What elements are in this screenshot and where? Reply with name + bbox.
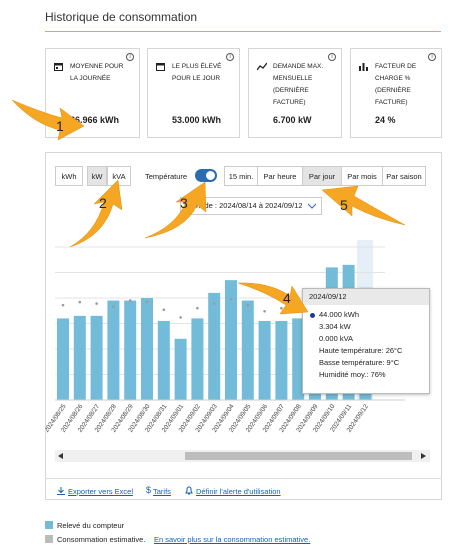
alert-link[interactable]: Définir l'alerte d'utilisation bbox=[196, 487, 281, 496]
trend-icon bbox=[257, 62, 267, 71]
card-value: 36.966 kWh bbox=[70, 115, 120, 125]
card-label: Le plus élevé pour le jour bbox=[172, 63, 222, 82]
bars-icon bbox=[359, 63, 368, 71]
temperature-point bbox=[196, 306, 199, 310]
card-label: Demande max. mensuelle (dernière facture… bbox=[273, 63, 324, 106]
page-title: Historique de consommation bbox=[45, 10, 198, 24]
legend-swatch bbox=[45, 535, 53, 543]
legend-swatch bbox=[45, 521, 53, 529]
scroll-right[interactable] bbox=[421, 453, 427, 459]
card-value: 6.700 kW bbox=[273, 115, 312, 125]
bar bbox=[241, 300, 254, 400]
bar bbox=[57, 318, 69, 400]
bar bbox=[292, 318, 305, 400]
chart: 2024/08/252024/08/262024/08/272024/08/28… bbox=[45, 240, 405, 434]
calendar-icon bbox=[156, 63, 165, 71]
temperature-point bbox=[128, 299, 132, 302]
bar bbox=[73, 315, 86, 400]
tooltip-body: 44.000 kWh 3.304 kW 0.000 kVA Haute tempéra… bbox=[303, 305, 429, 381]
interval-button[interactable]: Par mois bbox=[341, 166, 383, 186]
temperature-point bbox=[78, 300, 82, 304]
title-underline bbox=[45, 31, 441, 32]
period-select[interactable]: Période : 2024/08/14 à 2024/09/12 bbox=[180, 197, 322, 215]
interval-button[interactable]: 15 min. bbox=[224, 166, 258, 186]
tooltip-line: 44.000 kWh bbox=[319, 310, 360, 319]
temperature-point bbox=[246, 303, 250, 307]
temperature-point bbox=[263, 309, 266, 313]
temperature-point bbox=[212, 302, 216, 305]
bar bbox=[258, 320, 271, 400]
rates-link[interactable]: Tarifs bbox=[153, 487, 171, 496]
unit-button[interactable]: kWh bbox=[55, 166, 83, 186]
scrollbar[interactable] bbox=[55, 450, 430, 462]
temperature-point bbox=[61, 303, 65, 307]
tooltip-line: Haute température: 26°C bbox=[319, 346, 403, 355]
temperature-point bbox=[95, 302, 98, 305]
card-label: Moyenne pour la journée bbox=[70, 63, 124, 82]
bell-icon bbox=[185, 486, 193, 495]
bar bbox=[90, 315, 103, 400]
bar bbox=[208, 292, 221, 400]
bar bbox=[225, 280, 237, 400]
dropdown-icon bbox=[307, 203, 316, 209]
temperature-point bbox=[229, 297, 233, 301]
calendar-icon bbox=[54, 63, 63, 71]
bar bbox=[157, 320, 170, 400]
bar bbox=[107, 300, 120, 400]
temperature-toggle[interactable] bbox=[195, 169, 217, 182]
unit-button[interactable]: kW bbox=[87, 166, 107, 186]
divider bbox=[45, 478, 442, 479]
temperature-label: Température bbox=[145, 172, 188, 181]
info-icon[interactable]: i bbox=[126, 53, 134, 61]
card: i Moyenne pour la journée 36.966 kWh bbox=[45, 48, 140, 138]
interval-button[interactable]: Par jour bbox=[302, 166, 342, 186]
temperature-point bbox=[179, 316, 182, 319]
card-value: 24 % bbox=[375, 115, 396, 125]
tooltip-title: 2024/09/12 bbox=[303, 289, 429, 305]
chart-panel bbox=[45, 152, 442, 500]
period-text: Période : 2024/08/14 à 2024/09/12 bbox=[187, 201, 303, 210]
card-label: Facteur de charge % (dernière facture) bbox=[375, 63, 417, 106]
bar bbox=[141, 298, 153, 400]
card-value: 53.000 kWh bbox=[172, 115, 222, 125]
tooltip-dot bbox=[310, 313, 315, 318]
unit-button[interactable]: kVA bbox=[107, 166, 131, 186]
temperature-point bbox=[145, 300, 149, 304]
info-icon[interactable]: i bbox=[428, 53, 436, 61]
tooltip-line: 0.000 kVA bbox=[319, 334, 354, 343]
bar bbox=[124, 300, 137, 400]
card: i Facteur de charge % (dernière facture)… bbox=[350, 48, 442, 138]
info-icon[interactable]: i bbox=[328, 53, 336, 61]
scroll-left[interactable] bbox=[58, 453, 64, 459]
card: i Demande max. mensuelle (dernière factu… bbox=[248, 48, 342, 138]
tooltip-line: Basse température: 9°C bbox=[319, 358, 400, 367]
bar bbox=[191, 318, 204, 400]
tooltip: 2024/09/12 44.000 kWh 3.304 kW 0.000 kVA Ha… bbox=[302, 288, 430, 394]
interval-button[interactable]: Par heure bbox=[257, 166, 303, 186]
info-icon[interactable]: i bbox=[226, 53, 234, 61]
interval-button[interactable]: Par saison bbox=[382, 166, 426, 186]
scroll-thumb[interactable] bbox=[185, 452, 412, 460]
tooltip-line: 3.304 kW bbox=[319, 322, 351, 331]
bar bbox=[275, 320, 288, 400]
temperature-point bbox=[280, 306, 283, 310]
temperature-point bbox=[296, 308, 300, 312]
dollar-icon: $ bbox=[146, 485, 152, 495]
temperature-point bbox=[162, 308, 166, 312]
bar bbox=[174, 338, 187, 400]
download-icon bbox=[57, 487, 65, 495]
legend-label: Consommation estimative. bbox=[57, 535, 146, 544]
export-link[interactable]: Exporter vers Excel bbox=[68, 487, 134, 496]
legend-label: Relevé du compteur bbox=[57, 521, 125, 530]
estimated-link[interactable]: En savoir plus sur la consommation estim… bbox=[154, 535, 311, 544]
temperature-point bbox=[112, 305, 115, 308]
card: i Le plus élevé pour le jour 53.000 kWh bbox=[147, 48, 240, 138]
tooltip-line: Humidité moy.: 76% bbox=[319, 370, 386, 379]
